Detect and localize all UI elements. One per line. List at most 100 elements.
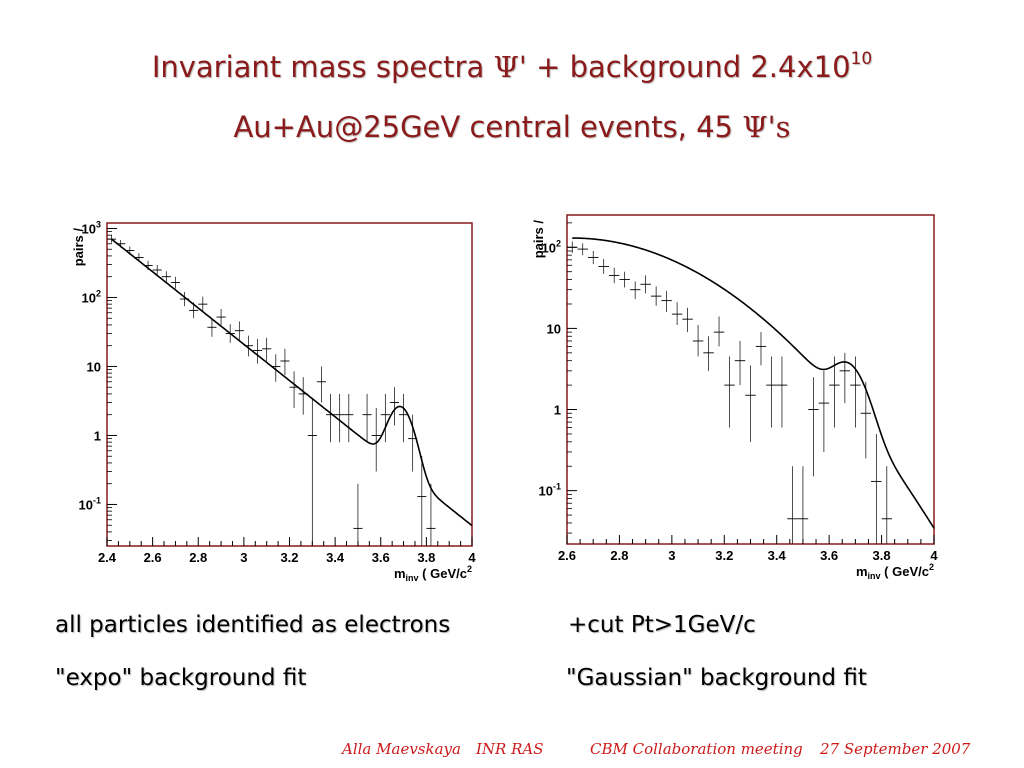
title-text-1: Invariant mass spectra <box>151 50 494 84</box>
data-point <box>682 307 693 333</box>
data-point <box>234 321 244 341</box>
data-point <box>380 393 390 443</box>
footer-date: 27 September 2007 <box>820 740 971 758</box>
data-point <box>417 456 427 546</box>
y-tick-label: 102 <box>542 238 561 255</box>
x-tick-label: 2.4 <box>98 550 117 565</box>
caption-right-1: +cut Pt>1GeV/c <box>568 612 756 638</box>
data-point <box>640 275 651 294</box>
data-point <box>797 466 809 544</box>
y-tick-label: 103 <box>82 219 101 236</box>
x-axis-label: minv ( GeV/c2 <box>856 562 934 581</box>
x-tick-label: 3.4 <box>326 550 345 565</box>
fit-curve <box>111 238 473 527</box>
x-tick-label: 3 <box>668 548 675 563</box>
data-point <box>776 356 788 428</box>
data-point <box>818 370 830 452</box>
data-point <box>307 397 317 546</box>
x-tick-label: 3.8 <box>417 550 435 565</box>
x-tick-label: 3.4 <box>768 548 787 563</box>
data-point <box>577 243 588 256</box>
data-point <box>703 336 714 371</box>
x-tick-label: 2.6 <box>144 550 162 565</box>
caption-left-2: "expo" background fit <box>55 665 307 691</box>
x-tick-label: 3.8 <box>873 548 891 563</box>
data-point <box>650 286 662 306</box>
data-point <box>724 356 735 428</box>
data-point <box>661 290 672 312</box>
title-line-1: Invariant mass spectra Ψ' + background 2… <box>0 49 1024 84</box>
left-invariant-mass-chart: 2.4 2.6 2.8 3 3.2 3.4 3.6 3.8 4 10-1 1 10 102 103pair… <box>71 219 476 583</box>
x-tick-label: 4 <box>930 548 938 563</box>
title-text-1b: + background 2.4x10 <box>526 50 851 84</box>
data-point <box>344 393 354 443</box>
data-point <box>426 483 436 546</box>
data-point <box>399 393 409 443</box>
fit-curve <box>572 237 935 529</box>
data-point <box>161 271 171 283</box>
data-point <box>362 393 372 443</box>
x-tick-label: 3 <box>240 550 247 565</box>
data-point <box>608 267 620 284</box>
x-tick-label: 3.2 <box>715 548 733 563</box>
data-point <box>808 377 819 477</box>
data-point <box>755 332 767 366</box>
x-tick-label: 2.6 <box>558 548 576 563</box>
caption-right-2: "Gaussian" background fit <box>566 665 867 691</box>
y-tick-label: 10 <box>547 321 561 336</box>
data-point <box>829 356 840 428</box>
footer-author: Alla Maevskaya <box>342 740 461 758</box>
data-point <box>745 365 756 442</box>
data-point <box>567 241 578 254</box>
psi-prime-symbol: Ψ' <box>493 50 527 84</box>
footer-meeting: CBM Collaboration meeting <box>590 740 803 758</box>
left-plot-frame <box>106 222 473 547</box>
x-tick-label: 3.2 <box>280 550 298 565</box>
x-tick-label: 3.6 <box>820 548 838 563</box>
x-tick-label: 3.6 <box>372 550 390 565</box>
x-tick-label: 4 <box>468 550 476 565</box>
data-point <box>671 302 683 326</box>
data-point <box>253 339 263 364</box>
data-point <box>734 340 746 386</box>
y-tick-label: 1 <box>94 428 101 443</box>
data-point <box>692 325 704 357</box>
data-point <box>860 381 872 459</box>
data-point <box>198 296 208 312</box>
y-tick-label: 10 <box>87 359 101 374</box>
data-point <box>371 408 381 472</box>
data-point <box>629 281 641 300</box>
y-axis-label: pairs / <box>71 228 86 267</box>
data-point <box>619 271 630 288</box>
data-point <box>216 309 226 325</box>
title-line-2: Au+Au@25GeV central events, 45 Ψ's <box>0 110 1024 144</box>
data-point <box>316 366 326 403</box>
footer-institute: INR RAS <box>476 740 544 758</box>
data-point <box>766 356 777 428</box>
x-axis-label: minv ( GeV/c2 <box>394 564 472 583</box>
title-exponent: 10 <box>850 49 873 70</box>
data-point <box>353 483 363 546</box>
data-point <box>871 433 882 544</box>
data-point <box>598 258 609 274</box>
data-point <box>587 250 599 265</box>
x-tick-label: 2.8 <box>610 548 628 563</box>
psi-plural-symbol: Ψ's <box>742 110 791 144</box>
y-axis-label: pairs / <box>531 220 546 259</box>
data-point <box>170 276 180 289</box>
data-point <box>207 318 217 337</box>
y-tick-label: 10-1 <box>79 495 101 512</box>
data-point <box>389 387 399 426</box>
data-point <box>335 393 345 443</box>
data-point <box>262 337 272 361</box>
data-point <box>881 466 893 544</box>
x-tick-label: 2.8 <box>189 550 207 565</box>
data-point <box>280 348 290 376</box>
title-text-2: Au+Au@25GeV central events, 45 <box>233 110 743 144</box>
data-point <box>713 316 725 347</box>
data-point <box>152 265 162 276</box>
data-point <box>787 466 798 544</box>
y-tick-label: 1 <box>554 403 561 418</box>
caption-left-1: all particles identified as electrons <box>55 612 451 638</box>
